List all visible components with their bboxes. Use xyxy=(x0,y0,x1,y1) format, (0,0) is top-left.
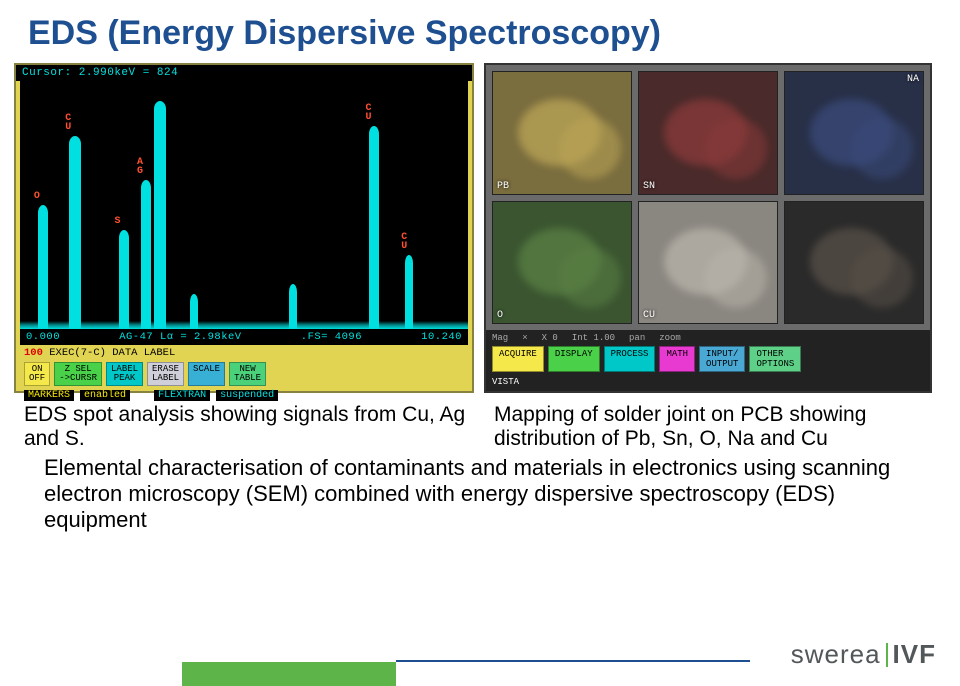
spectrum-peak xyxy=(119,230,129,329)
mapping-button[interactable]: PROCESS xyxy=(604,346,656,372)
mapping-blob xyxy=(851,118,913,179)
eds-footer-line: MARKERS enabled FLEXTRAN suspended xyxy=(16,388,472,403)
eds-button[interactable]: LABEL PEAK xyxy=(106,362,143,386)
mapping-status-item: Mag xyxy=(492,333,508,343)
right-caption: Mapping of solder joint on PCB showing d… xyxy=(484,393,936,451)
content-row: Cursor: 2.990keV = 824 O C U S A G C U C U 0.… xyxy=(0,53,960,451)
mapping-button[interactable]: MATH xyxy=(659,346,695,372)
spectrum-peak xyxy=(289,284,297,329)
mapping-cell-label: O xyxy=(497,310,503,321)
status-num: 100 xyxy=(24,347,43,359)
left-column: Cursor: 2.990keV = 824 O C U S A G C U C U 0.… xyxy=(14,63,478,451)
mapping-cell: SN xyxy=(638,71,778,195)
mapping-cell: CU xyxy=(638,201,778,325)
mapping-cell-label: PB xyxy=(497,181,509,192)
eds-plot-area: O C U S A G C U C U xyxy=(20,81,468,329)
mapping-blob xyxy=(705,118,767,179)
status-text: EXEC(7-C) DATA LABEL xyxy=(49,347,175,359)
enabled-label: enabled xyxy=(80,390,130,401)
footer-green-block xyxy=(182,662,396,686)
slide-title: EDS (Energy Dispersive Spectroscopy) xyxy=(0,0,960,53)
mapping-button[interactable]: DISPLAY xyxy=(548,346,600,372)
spectrum-peak xyxy=(38,205,48,329)
footer-bar: swerea IVF xyxy=(0,628,960,686)
spectrum-peak xyxy=(405,255,413,329)
spectrum-peak xyxy=(69,136,81,329)
peak-label: O xyxy=(34,192,40,201)
brand-name: swerea xyxy=(791,639,881,670)
mapping-window: PB SN NA O CU Mag × X 0 Int 1.00 pan zoom ACQUIRE… xyxy=(484,63,932,393)
mapping-cell: PB xyxy=(492,71,632,195)
eds-baseline xyxy=(20,321,468,329)
brand-divider-icon xyxy=(886,643,888,667)
right-column: PB SN NA O CU Mag × X 0 Int 1.00 pan zoom ACQUIRE… xyxy=(484,63,936,451)
mapping-status-item: X 0 xyxy=(542,333,558,343)
mapping-cell-label: NA xyxy=(907,74,919,85)
mapping-sublabel: VISTA xyxy=(486,375,930,391)
suspended-label: suspended xyxy=(216,390,278,401)
mapping-status-row: Mag × X 0 Int 1.00 pan zoom xyxy=(492,333,924,343)
mapping-cell: NA xyxy=(784,71,924,195)
axis-right: 10.240 xyxy=(421,331,462,343)
mapping-cell: O xyxy=(492,201,632,325)
markers-label: MARKERS xyxy=(24,390,74,401)
eds-button-row: ON OFFZ SEL ->CURSRLABEL PEAKERASE LABEL… xyxy=(16,360,472,388)
eds-button[interactable]: SCALE xyxy=(188,362,225,386)
spectrum-peak xyxy=(190,294,198,329)
peak-label: C U xyxy=(365,104,371,122)
brand-suffix: IVF xyxy=(893,639,936,670)
footer-blue-line xyxy=(396,660,750,662)
peak-label: C U xyxy=(65,114,71,132)
flextran-label: FLEXTRAN xyxy=(154,390,210,401)
axis-element: AG-47 Lα = 2.98keV xyxy=(119,331,241,343)
mapping-blob xyxy=(851,248,913,309)
peak-label: S xyxy=(115,217,121,226)
axis-fs: .FS= 4096 xyxy=(301,331,362,343)
mapping-button[interactable]: INPUT/ OUTPUT xyxy=(699,346,745,372)
mapping-button[interactable]: ACQUIRE xyxy=(492,346,544,372)
eds-cursor-readout: Cursor: 2.990keV = 824 xyxy=(16,65,472,81)
eds-button[interactable]: ON OFF xyxy=(24,362,50,386)
eds-axis-bar: 0.000 AG-47 Lα = 2.98keV .FS= 4096 10.24… xyxy=(20,329,468,345)
mapping-blob xyxy=(705,248,767,309)
eds-spectrum-window: Cursor: 2.990keV = 824 O C U S A G C U C U 0.… xyxy=(14,63,474,393)
mapping-blob xyxy=(559,118,621,179)
mapping-button[interactable]: OTHER OPTIONS xyxy=(749,346,801,372)
eds-button[interactable]: ERASE LABEL xyxy=(147,362,184,386)
mapping-button-row: ACQUIREDISPLAYPROCESSMATHINPUT/ OUTPUTOT… xyxy=(492,346,924,372)
mapping-status-item: pan xyxy=(629,333,645,343)
spectrum-peak xyxy=(141,180,151,329)
mapping-grid: PB SN NA O CU xyxy=(486,65,930,330)
body-paragraph: Elemental characterisation of contaminan… xyxy=(0,451,960,533)
spectrum-peak xyxy=(369,126,379,329)
peak-label: C U xyxy=(401,233,407,251)
eds-button[interactable]: Z SEL ->CURSR xyxy=(54,362,102,386)
mapping-cell-label: SN xyxy=(643,181,655,192)
mapping-cell-label: CU xyxy=(643,310,655,321)
mapping-cell xyxy=(784,201,924,325)
eds-status-line: 100 EXEC(7-C) DATA LABEL xyxy=(16,345,472,360)
mapping-status-item: Int 1.00 xyxy=(572,333,615,343)
peak-label: A G xyxy=(137,158,143,176)
eds-button[interactable]: NEW TABLE xyxy=(229,362,266,386)
brand-logo: swerea IVF xyxy=(791,639,936,670)
mapping-status-item: × xyxy=(522,333,527,343)
mapping-footer: Mag × X 0 Int 1.00 pan zoom ACQUIREDISPLAYPRO… xyxy=(486,330,930,375)
spectrum-peak xyxy=(154,101,166,329)
mapping-status-item: zoom xyxy=(659,333,681,343)
mapping-blob xyxy=(559,248,621,309)
axis-left: 0.000 xyxy=(26,331,60,343)
